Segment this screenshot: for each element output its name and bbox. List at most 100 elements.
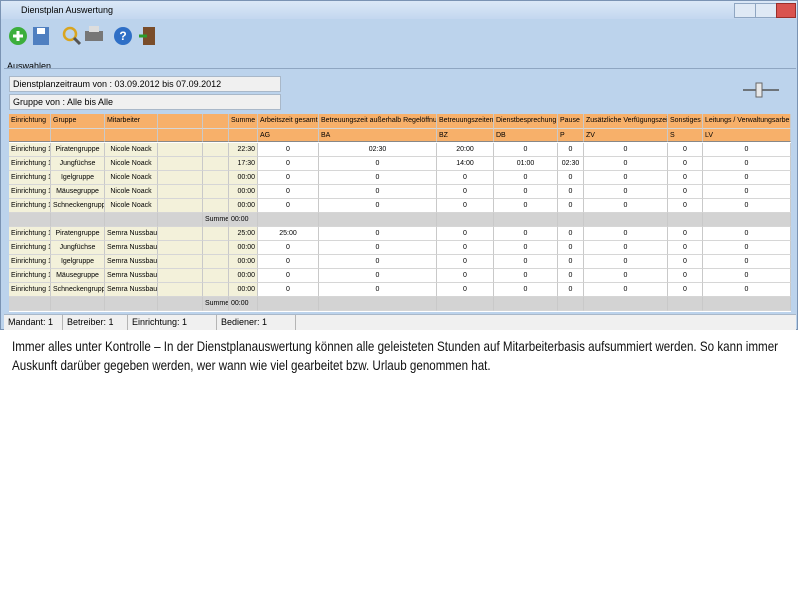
table-cell: 14:00 [437,157,494,171]
window-title: Dienstplan Auswertung [21,5,114,15]
table-cell: 0 [258,241,319,255]
column-header[interactable]: Arbeitszeit gesamt [258,114,319,129]
column-subheader [158,129,203,142]
status-item: Bediener: 1 [217,315,296,330]
table-cell: Einrichtung 1 [9,157,51,171]
table-cell: 0 [437,185,494,199]
column-header[interactable]: Dienstbesprechung [494,114,558,129]
table-cell: Jungfüchse [51,157,105,171]
summary-cell [584,213,668,227]
column-header[interactable]: Betreuungszeit außerhalb Regelöffnung [319,114,437,129]
table-cell: Igelgruppe [51,171,105,185]
table-cell: 0 [494,199,558,213]
column-subheader: DB [494,129,558,142]
table-cell: 0 [703,227,791,241]
summary-cell [319,213,437,227]
table-cell: 00:00 [229,199,258,213]
period-field[interactable]: Dienstplanzeitraum von : 03.09.2012 bis … [9,76,281,92]
table-cell: 0 [258,199,319,213]
slider[interactable] [741,81,781,99]
table-cell: 0 [494,241,558,255]
column-header[interactable] [158,114,203,129]
column-header[interactable]: Betreuungszeiten [437,114,494,129]
table-cell [203,269,229,283]
group-field[interactable]: Gruppe von : Alle bis Alle [9,94,281,110]
add-icon [13,31,23,41]
column-subheader: LV [703,129,791,142]
table-cell: 0 [668,143,703,157]
column-header[interactable]: Pause [558,114,584,129]
column-subheader: P [558,129,584,142]
table-cell: Nicole Noack [105,185,158,199]
close-button[interactable] [776,3,796,18]
group-line [4,68,796,69]
minimize-button[interactable] [734,3,756,18]
column-subheader: S [668,129,703,142]
summary-cell [703,213,791,227]
column-subheader [9,129,51,142]
column-subheader: ZV [584,129,668,142]
table-cell: 0 [437,199,494,213]
table-cell: 00:00 [229,283,258,297]
search-icon [72,36,82,46]
table-cell: 0 [319,227,437,241]
help-icon: ? [119,29,126,43]
column-header[interactable]: Mitarbeiter [105,114,158,129]
table-cell: Einrichtung 1 [9,199,51,213]
column-header[interactable]: Leitungs / Verwaltungsarbeit [703,114,791,129]
table-cell: 0 [258,157,319,171]
table-cell: 0 [703,283,791,297]
table-cell: 0 [584,185,668,199]
column-subheader [203,129,229,142]
table-cell: 0 [668,283,703,297]
table-cell: 0 [584,199,668,213]
table-cell: 0 [584,143,668,157]
table-cell: Einrichtung 1 [9,185,51,199]
table-cell: 02:30 [319,143,437,157]
summary-cell: 00:00 [229,297,258,311]
print-button[interactable] [85,31,103,41]
table-cell: Semra Nussbaum [105,283,158,297]
table-cell: 0 [584,283,668,297]
table-cell: Jungfüchse [51,241,105,255]
summary-cell [668,213,703,227]
column-header[interactable]: Zusätzliche Verfügungszeit [584,114,668,129]
column-header[interactable]: Sonstiges [668,114,703,129]
table-cell: 0 [258,185,319,199]
column-header[interactable]: Einrichtung [9,114,51,129]
app-window: Dienstplan Auswertung ? Auswahlen Dienst… [0,0,798,330]
table-cell: 0 [668,185,703,199]
table-cell: Semra Nussbaum [105,241,158,255]
table-cell: 17:30 [229,157,258,171]
table-cell: 0 [437,241,494,255]
table-cell: 0 [584,157,668,171]
status-item: Betreiber: 1 [63,315,128,330]
table-cell: 0 [558,143,584,157]
table-cell: Nicole Noack [105,171,158,185]
table-cell: 0 [258,171,319,185]
table-cell: 0 [703,157,791,171]
column-header[interactable]: Summe [229,114,258,129]
exit-button[interactable] [143,27,155,45]
table-cell: 0 [558,171,584,185]
column-subheader: BA [319,129,437,142]
help-button[interactable] [114,27,132,45]
table-cell: 0 [668,157,703,171]
slider-thumb[interactable] [755,82,763,98]
toolbar: ? [9,26,155,46]
summary-cell [437,297,494,311]
maximize-button[interactable] [755,3,777,18]
table-cell: Schneckengruppe [51,199,105,213]
table-cell: 0 [703,185,791,199]
table-cell: 0 [668,269,703,283]
data-table: Einrichtung Gruppe Mitarbeiter Summe Arbeits… [9,114,791,312]
column-header[interactable] [203,114,229,129]
summary-cell [258,213,319,227]
caption-line: Immer alles unter Kontrolle – In der Die… [12,338,779,354]
search-button[interactable] [62,26,78,42]
table-cell: 0 [584,255,668,269]
column-header[interactable]: Gruppe [51,114,105,129]
status-item: Mandant: 1 [4,315,63,330]
summary-cell [558,297,584,311]
